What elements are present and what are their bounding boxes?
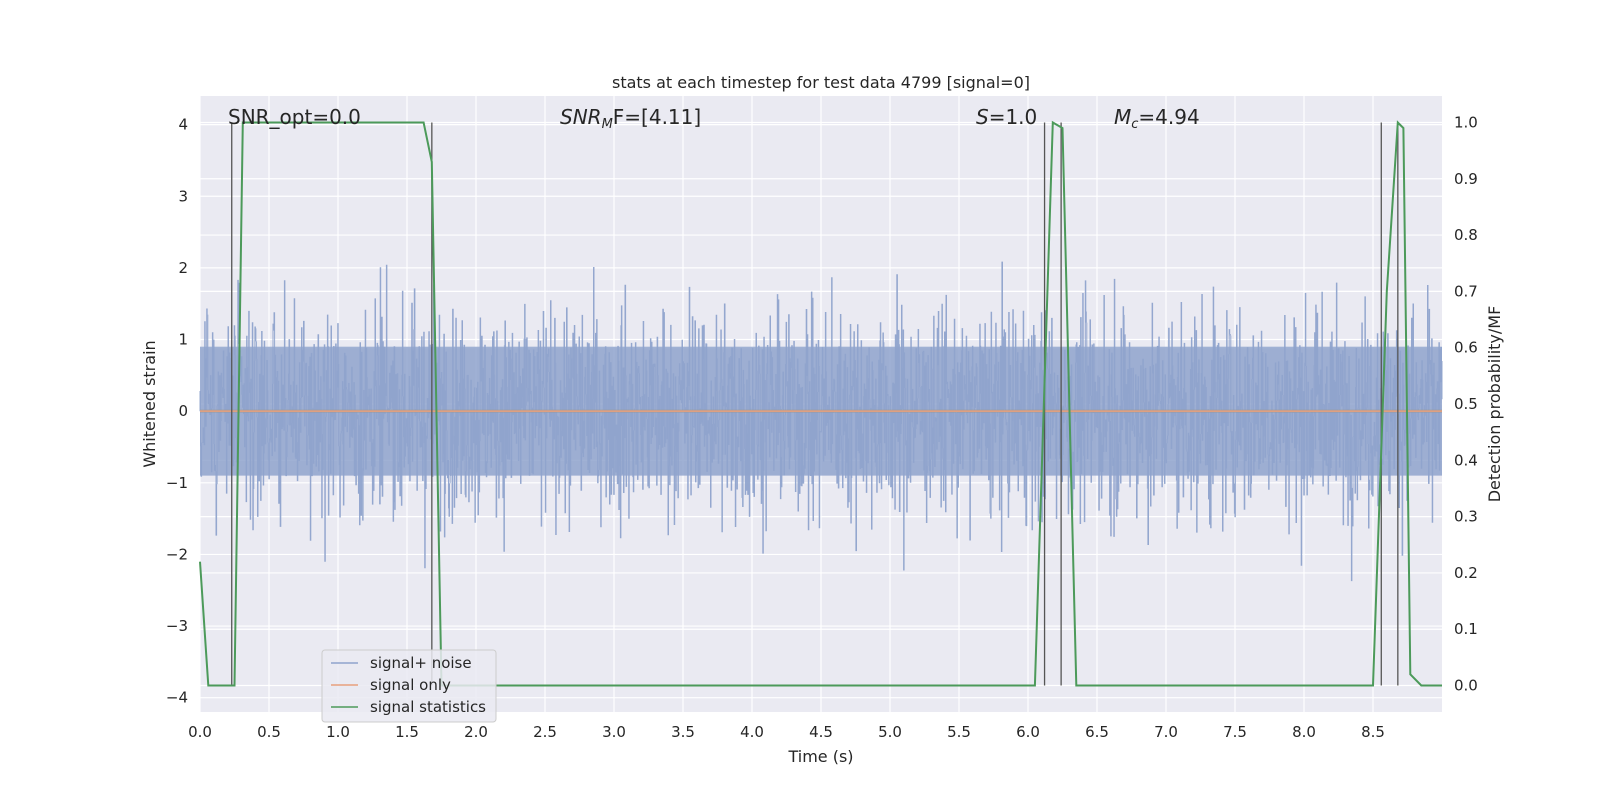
x-tick-label: 3.5 (671, 723, 695, 741)
y2-tick-label: 0.2 (1454, 564, 1478, 582)
x-tick-label: 4.5 (809, 723, 833, 741)
vertical-markers (231, 122, 1399, 686)
y2-tick-labels: 1.0 0.9 0.8 0.7 0.6 0.5 0.4 0.3 0.2 0.1 0.0 (1454, 113, 1478, 694)
y-tick-label: 3 (178, 187, 188, 205)
x-tick-label: 1.5 (395, 723, 419, 741)
legend-box (321, 649, 497, 723)
x-tick-label: 5.0 (878, 723, 902, 741)
x-tick-label: 2.0 (464, 723, 488, 741)
annotation-s-main: S (976, 105, 989, 129)
x-tick-label: 7.5 (1223, 723, 1247, 741)
x-tick-label: 0.0 (188, 723, 212, 741)
annotation-s: S=1.0 (976, 105, 1037, 129)
y-tick-labels: 4 3 2 1 0 −1 −2 −3 −4 (166, 116, 188, 707)
x-tick-label: 4.0 (740, 723, 764, 741)
x-tick-label: 8.5 (1361, 723, 1385, 741)
y2-tick-label: 0.8 (1454, 226, 1478, 244)
annotation-snr-mf: SNRMF=[4.11] (560, 105, 701, 132)
y2-tick-label: 0.5 (1454, 395, 1478, 413)
annotation-mc: Mc=4.94 (1114, 105, 1200, 132)
y2-tick-label: 0.1 (1454, 620, 1478, 638)
x-tick-label: 1.0 (326, 723, 350, 741)
x-axis-label: Time (s) (787, 747, 853, 766)
x-tick-label: 0.5 (257, 723, 281, 741)
y2-tick-label: 0.9 (1454, 170, 1478, 188)
x-tick-label: 6.5 (1085, 723, 1109, 741)
y-tick-label: 1 (178, 331, 188, 349)
x-tick-labels: 0.0 0.5 1.0 1.5 2.0 2.5 3.0 3.5 4.0 4.5 5.0 5.5 6.0 6… (188, 723, 1385, 741)
annotation-snr-mf-sub: M (602, 117, 613, 132)
annotation-mc-rest: =4.94 (1138, 105, 1199, 129)
annotation-s-rest: =1.0 (989, 105, 1038, 129)
y2-tick-label: 0.6 (1454, 339, 1478, 357)
y2-tick-label: 0.0 (1454, 677, 1478, 695)
y2-tick-label: 0.7 (1454, 282, 1478, 300)
y-tick-label: 2 (178, 259, 188, 277)
legend-label-signal-only: signal only (370, 676, 451, 694)
y2-tick-label: 0.4 (1454, 451, 1478, 469)
y-axis-label: Whitened strain (140, 340, 159, 467)
legend-label-noise: signal+ noise (370, 654, 472, 672)
annotation-snr-mf-rest: F=[4.11] (613, 105, 701, 129)
signal-statistics-line (199, 120, 1442, 687)
x-tick-label: 5.5 (947, 723, 971, 741)
x-tick-label: 2.5 (533, 723, 557, 741)
x-tick-label: 6.0 (1016, 723, 1040, 741)
annotation-snr-opt: SNR_opt=0.0 (228, 105, 361, 129)
y2-tick-label: 1.0 (1454, 113, 1478, 131)
y-tick-label: −3 (166, 617, 188, 635)
annotation-mc-main: M (1114, 105, 1131, 129)
legend: signal+ noise signal only signal statist… (321, 649, 497, 723)
y2-tick-label: 0.3 (1454, 508, 1478, 526)
x-tick-label: 7.0 (1154, 723, 1178, 741)
y2-axis-label: Detection probability/MF (1485, 306, 1504, 503)
y-tick-label: 4 (178, 116, 188, 134)
y-tick-label: 0 (178, 402, 188, 420)
y-tick-label: −4 (166, 689, 188, 707)
x-tick-label: 3.0 (602, 723, 626, 741)
annotation-mc-sub: c (1131, 117, 1138, 132)
y-tick-label: −1 (166, 474, 188, 492)
legend-label-statistics: signal statistics (370, 698, 486, 716)
y-tick-label: −2 (166, 545, 188, 563)
annotation-snr-mf-main: SNR (560, 105, 602, 129)
chart-title: stats at each timestep for test data 479… (612, 73, 1030, 92)
x-tick-label: 8.0 (1292, 723, 1316, 741)
